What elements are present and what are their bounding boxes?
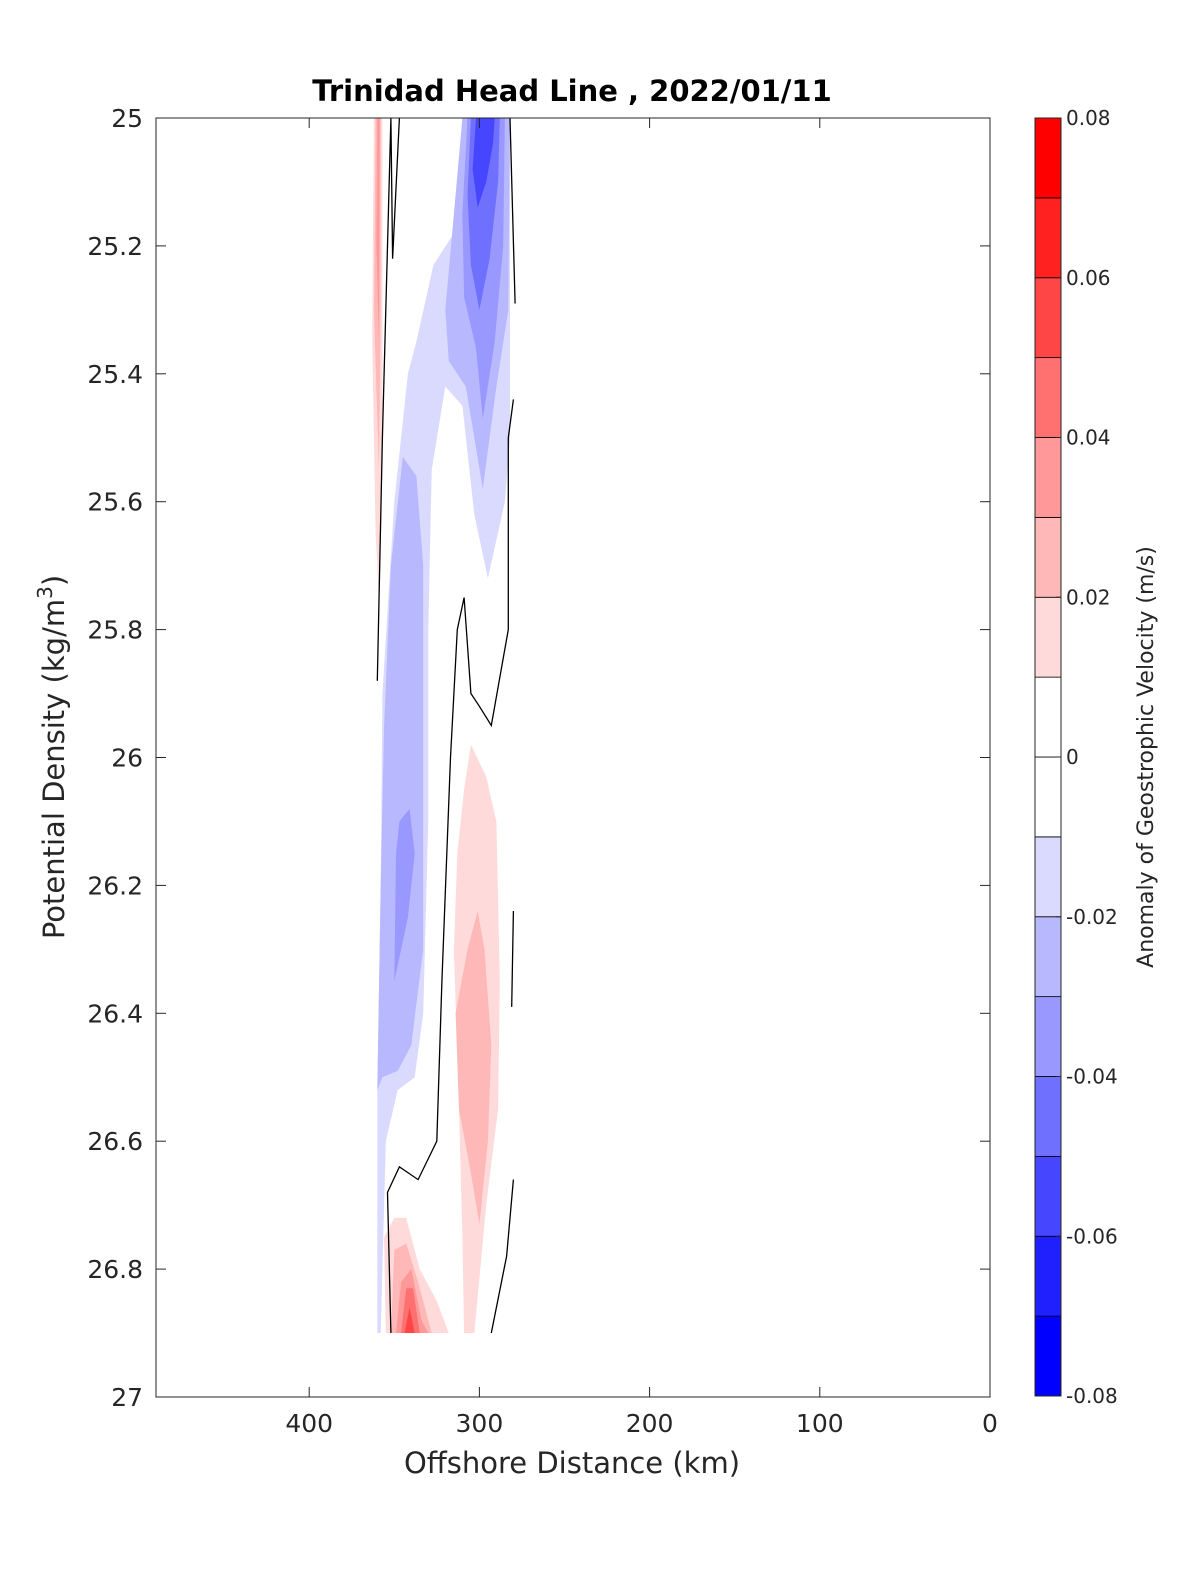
y-axis-title-main: Potential Density (kg/m bbox=[37, 599, 71, 939]
contour-region-16 bbox=[404, 1307, 415, 1333]
colorbar-swatch bbox=[1034, 756, 1062, 838]
colorbar-swatch bbox=[1034, 197, 1062, 279]
colorbar-tick-label: -0.04 bbox=[1066, 1065, 1118, 1089]
colorbar-swatch bbox=[1034, 916, 1062, 998]
y-tick-label: 27 bbox=[111, 1383, 143, 1412]
y-axis-title: Potential Density (kg/m3) bbox=[33, 575, 71, 939]
y-tick-label: 26 bbox=[111, 744, 143, 773]
y-tick-label: 25 bbox=[111, 104, 143, 133]
y-tick-label: 25.6 bbox=[87, 488, 143, 517]
contour-regions bbox=[372, 118, 510, 1333]
colorbar-swatch bbox=[1034, 357, 1062, 438]
colorbar-tick-label: 0 bbox=[1066, 745, 1079, 769]
y-tick-label: 26.8 bbox=[87, 1255, 143, 1284]
zero-contour-line-1 bbox=[386, 399, 515, 1334]
zero-contour-lines bbox=[376, 118, 516, 1334]
colorbar-swatch bbox=[1034, 996, 1062, 1077]
colorbar-swatch bbox=[1034, 437, 1062, 518]
y-tick-label: 25.8 bbox=[87, 616, 143, 645]
x-tick-label: 200 bbox=[626, 1409, 674, 1438]
x-axis: 400 300 200 100 0 bbox=[285, 118, 998, 1438]
x-tick-label: 300 bbox=[456, 1409, 504, 1438]
contour-region-6 bbox=[472, 118, 495, 208]
colorbar-swatch bbox=[1034, 277, 1062, 359]
colorbar-swatch bbox=[1034, 596, 1062, 678]
plot-area bbox=[155, 117, 991, 1398]
x-tick-label: 400 bbox=[285, 1409, 333, 1438]
colorbar-swatch bbox=[1034, 117, 1062, 199]
chart-title: Trinidad Head Line , 2022/01/11 bbox=[312, 74, 832, 108]
colorbar-tick-label: -0.06 bbox=[1066, 1224, 1118, 1248]
colorbar-swatch bbox=[1034, 1315, 1062, 1397]
zero-contour-line-3 bbox=[511, 910, 515, 1007]
contour-region-3 bbox=[394, 808, 415, 982]
colorbar-swatch bbox=[1034, 516, 1062, 598]
zero-contour-line-4 bbox=[490, 1179, 515, 1334]
zero-contour-line-2 bbox=[509, 118, 516, 304]
plot-frame bbox=[155, 117, 991, 1398]
colorbar-swatch bbox=[1034, 676, 1062, 758]
colorbar-tick-label: -0.08 bbox=[1066, 1384, 1118, 1408]
y-tick-label: 26.2 bbox=[87, 871, 143, 900]
contour-region-15 bbox=[401, 1288, 420, 1333]
contour-region-1 bbox=[377, 456, 424, 1090]
colorbar-swatch bbox=[1034, 1076, 1062, 1157]
contour-region-9 bbox=[376, 118, 380, 342]
y-axis: 25 25.2 25.4 25.6 25.8 26 26.2 26.4 26.6 26.8 27 bbox=[87, 104, 990, 1412]
colorbar-swatch bbox=[1034, 836, 1062, 918]
colorbar: 0.08 0.06 0.04 0.02 0 -0.02 -0.04 -0.06 -0.08 bbox=[1034, 106, 1118, 1408]
colorbar-tick-label: 0.02 bbox=[1066, 585, 1111, 609]
x-axis-title: Offshore Distance (km) bbox=[404, 1446, 740, 1480]
x-tick-label: 0 bbox=[982, 1409, 998, 1438]
x-tick-label: 100 bbox=[796, 1409, 844, 1438]
contour-region-11 bbox=[455, 911, 492, 1225]
colorbar-swatch bbox=[1034, 1155, 1062, 1237]
y-axis-title-superscript: 3 bbox=[33, 586, 57, 599]
colorbar-tick-label: 0.06 bbox=[1066, 266, 1111, 290]
y-tick-label: 25.2 bbox=[87, 232, 143, 261]
y-tick-label: 26.6 bbox=[87, 1127, 143, 1156]
y-tick-label: 25.4 bbox=[87, 360, 143, 389]
zero-contour-line-0 bbox=[376, 118, 401, 681]
colorbar-tick-label: -0.02 bbox=[1066, 905, 1118, 929]
y-tick-label: 26.4 bbox=[87, 999, 143, 1028]
colorbar-tick-label: 0.04 bbox=[1066, 426, 1111, 450]
colorbar-swatch bbox=[1034, 1235, 1062, 1317]
colorbar-tick-label: 0.08 bbox=[1066, 106, 1111, 130]
y-axis-title-close: ) bbox=[37, 575, 71, 586]
colorbar-title: Anomaly of Geostrophic Velocity (m/s) bbox=[1134, 546, 1159, 968]
